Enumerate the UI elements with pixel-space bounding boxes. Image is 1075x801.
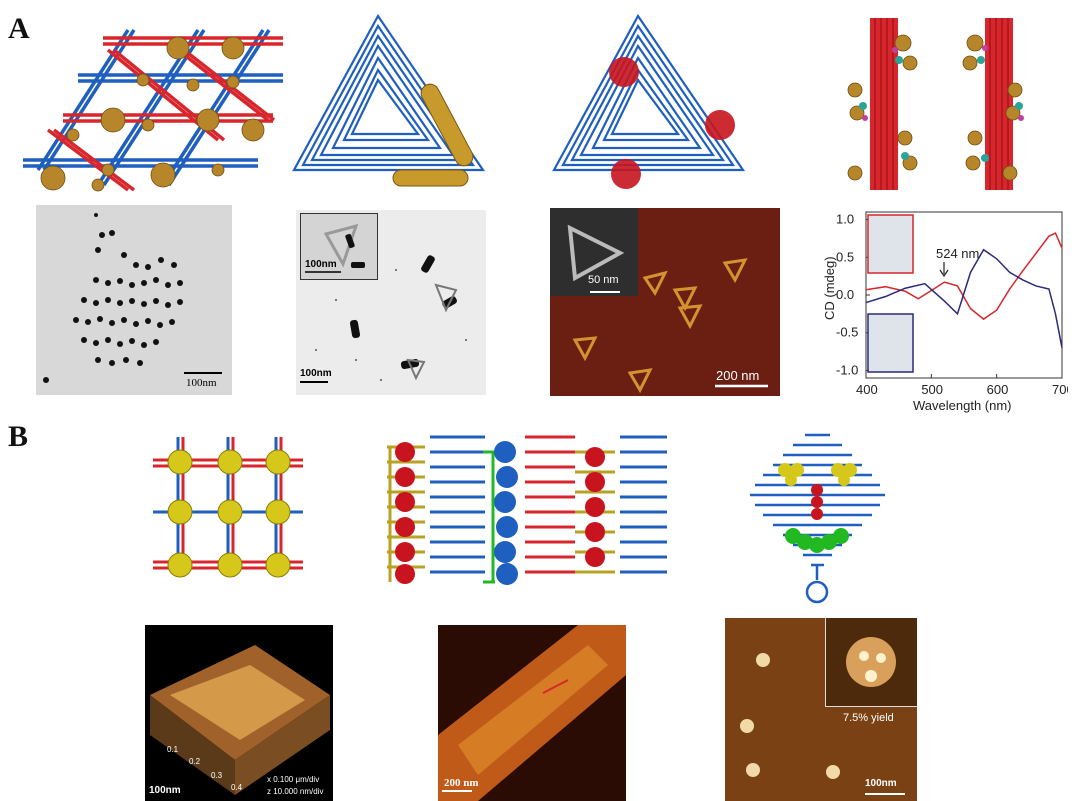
cd-spectrum-chart: 400 500 600 700 1.0 0.5 0.0 -0.5 -1.0 524 nm Wav… xyxy=(822,211,1068,413)
grid-protein-lattice-schematic xyxy=(153,437,303,578)
afm1-axis-x: x 0.100 μm/div xyxy=(267,775,320,784)
cd-series-line-2 xyxy=(865,248,1063,348)
cd-series-line-1 xyxy=(865,232,1063,321)
afm-triangle-field xyxy=(572,258,768,394)
tem-image-lattice: 100nm xyxy=(36,205,232,395)
panel-label-b: B xyxy=(8,420,29,453)
cd-axis-ticks: 400 500 600 700 1.0 0.5 0.0 -0.5 -1.0 xyxy=(836,212,1068,397)
smiley-origami-protein-schematic xyxy=(750,433,885,604)
afm-3d-lattice-image: 100nm 0.1 0.2 0.3 0.4 x 0.100 μm/div z 1… xyxy=(145,625,333,801)
afm-3d-lattice-surface xyxy=(150,645,330,795)
cd-xtick-label: 400 xyxy=(856,382,878,397)
panel-label-a: A xyxy=(8,12,30,45)
afm-smiley-field xyxy=(740,653,905,795)
afm-smiley-origami-image: 7.5% yield 100nm xyxy=(725,618,917,801)
cd-ytick-label: 0.5 xyxy=(836,249,854,264)
cd-ytick-label: -1.0 xyxy=(836,362,858,377)
afm1-tick-4: 0.4 xyxy=(231,783,243,792)
afm1-axis-ticks: 0.1 xyxy=(167,743,178,757)
afm-stripe-origami-image: 200 nm xyxy=(438,625,626,801)
cd-xlabel: Wavelength (nm) xyxy=(913,398,1012,413)
afm3-scale-label: 100nm xyxy=(865,778,897,789)
cd-annotation: 524 nm xyxy=(936,246,979,261)
cd-inset-blue xyxy=(867,313,914,373)
afm2-scale-label: 200 nm xyxy=(444,777,479,789)
cd-annotation-arrowhead xyxy=(939,269,949,278)
tem2-inset-scale: 100nm xyxy=(305,259,337,270)
cd-xtick-label: 600 xyxy=(987,382,1009,397)
striped-origami-protein-schematic xyxy=(387,435,667,585)
cd-ylabel: CD (mdeg) xyxy=(822,256,837,320)
cd-ytick-label: 0.0 xyxy=(836,287,854,302)
tem-image-nanorods: 100nm 100nm xyxy=(296,210,486,395)
triangle-origami-sphere-schematic xyxy=(552,13,746,189)
afm1-tick: 0.1 xyxy=(167,745,179,754)
lattice-nanoparticle-schematic xyxy=(23,29,283,192)
tem2-inset: 100nm xyxy=(300,213,378,280)
afm3-inset xyxy=(825,618,917,707)
afm1-tick-3: 0.3 xyxy=(211,771,223,780)
afm-scale-label: 200 nm xyxy=(716,368,760,383)
afm-stripe-ribbon xyxy=(438,625,626,801)
afm3-yield: 7.5% yield xyxy=(843,712,894,724)
triangle-origami-nanorod-schematic xyxy=(292,13,486,187)
cd-ytick-label: -0.5 xyxy=(836,325,858,340)
afm-inset: 50 nm xyxy=(550,208,638,296)
tem2-scale-label: 100nm xyxy=(300,368,332,379)
cd-inset-red xyxy=(867,214,914,274)
helix-bundle-chiral-schematic xyxy=(847,18,1024,190)
afm-image-triangles: 50 nm 200 nm xyxy=(550,208,780,396)
afm1-axis-z: z 10.000 nm/div xyxy=(267,787,324,796)
afm1-tick-2: 0.2 xyxy=(189,757,201,766)
cd-xtick-label: 700 xyxy=(1052,382,1068,397)
tem-nanorod-field xyxy=(300,255,467,383)
cd-series-group xyxy=(865,232,1063,348)
afm-inset-scale: 50 nm xyxy=(588,274,619,286)
cd-xtick-label: 500 xyxy=(921,382,943,397)
tem1-scale-label: 100nm xyxy=(186,377,217,389)
afm1-scale-label: 100nm xyxy=(149,785,181,796)
tem-nanoparticle-array xyxy=(43,213,222,383)
cd-ytick-label: 1.0 xyxy=(836,212,854,227)
